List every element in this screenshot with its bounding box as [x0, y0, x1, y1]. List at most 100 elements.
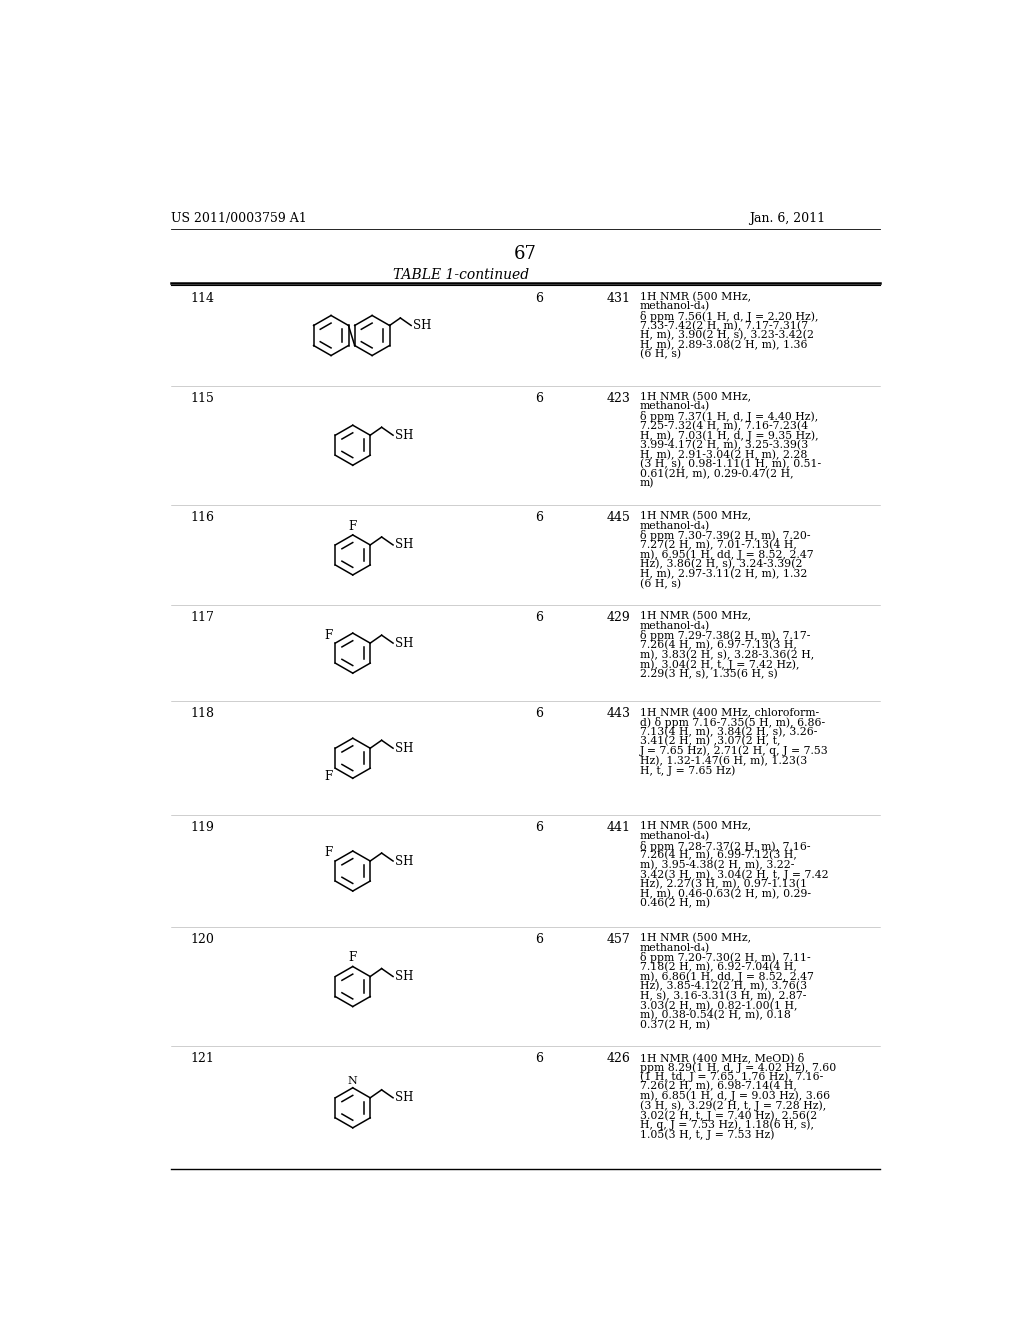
Text: 7.26(4 H, m), 6.97-7.13(3 H,: 7.26(4 H, m), 6.97-7.13(3 H,	[640, 640, 797, 651]
Text: methanol-d₄): methanol-d₄)	[640, 520, 710, 531]
Text: SH: SH	[395, 539, 414, 552]
Text: H, m), 0.46-0.63(2 H, m), 0.29-: H, m), 0.46-0.63(2 H, m), 0.29-	[640, 888, 811, 899]
Text: N: N	[348, 1076, 357, 1086]
Text: 6: 6	[535, 708, 543, 721]
Text: Hz), 2.27(3 H, m), 0.97-1.13(1: Hz), 2.27(3 H, m), 0.97-1.13(1	[640, 879, 807, 890]
Text: 67: 67	[513, 244, 537, 263]
Text: m): m)	[640, 478, 654, 488]
Text: H, s), 3.16-3.31(3 H, m), 2.87-: H, s), 3.16-3.31(3 H, m), 2.87-	[640, 991, 806, 1001]
Text: 1H NMR (500 MHz,: 1H NMR (500 MHz,	[640, 292, 751, 302]
Text: 0.46(2 H, m): 0.46(2 H, m)	[640, 899, 710, 908]
Text: (6 H, s): (6 H, s)	[640, 578, 681, 589]
Text: 114: 114	[190, 292, 215, 305]
Text: 6: 6	[535, 933, 543, 946]
Text: 3.41(2 H, m) ,3.07(2 H, t,: 3.41(2 H, m) ,3.07(2 H, t,	[640, 737, 780, 747]
Text: SH: SH	[395, 1092, 414, 1105]
Text: 117: 117	[190, 611, 215, 624]
Text: SH: SH	[395, 429, 414, 442]
Text: US 2011/0003759 A1: US 2011/0003759 A1	[171, 213, 306, 226]
Text: 6: 6	[535, 392, 543, 405]
Text: m), 3.04(2 H, t, J = 7.42 Hz),: m), 3.04(2 H, t, J = 7.42 Hz),	[640, 659, 799, 669]
Text: 457: 457	[607, 933, 631, 946]
Text: J = 7.65 Hz), 2.71(2 H, q, J = 7.53: J = 7.65 Hz), 2.71(2 H, q, J = 7.53	[640, 746, 828, 756]
Text: 3.03(2 H, m), 0.82-1.00(1 H,: 3.03(2 H, m), 0.82-1.00(1 H,	[640, 1001, 797, 1011]
Text: 6: 6	[535, 821, 543, 834]
Text: 115: 115	[190, 392, 215, 405]
Text: m), 3.95-4.38(2 H, m), 3.22-: m), 3.95-4.38(2 H, m), 3.22-	[640, 859, 794, 870]
Text: 6: 6	[535, 1052, 543, 1065]
Text: 6: 6	[535, 611, 543, 624]
Text: 7.33-7.42(2 H, m), 7.17-7.31(7: 7.33-7.42(2 H, m), 7.17-7.31(7	[640, 321, 808, 331]
Text: (6 H, s): (6 H, s)	[640, 350, 681, 360]
Text: 431: 431	[607, 292, 631, 305]
Text: H, t, J = 7.65 Hz): H, t, J = 7.65 Hz)	[640, 766, 735, 776]
Text: 3.02(2 H, t, J = 7.40 Hz), 2.56(2: 3.02(2 H, t, J = 7.40 Hz), 2.56(2	[640, 1110, 817, 1121]
Text: m), 6.95(1 H, dd, J = 8.52, 2.47: m), 6.95(1 H, dd, J = 8.52, 2.47	[640, 549, 813, 560]
Text: m), 0.38-0.54(2 H, m), 0.18: m), 0.38-0.54(2 H, m), 0.18	[640, 1010, 791, 1020]
Text: methanol-d₄): methanol-d₄)	[640, 401, 710, 412]
Text: m), 3.83(2 H, s), 3.28-3.36(2 H,: m), 3.83(2 H, s), 3.28-3.36(2 H,	[640, 649, 814, 660]
Text: δ ppm 7.29-7.38(2 H, m), 7.17-: δ ppm 7.29-7.38(2 H, m), 7.17-	[640, 631, 810, 642]
Text: ppm 8.29(1 H, d, J = 4.02 Hz), 7.60: ppm 8.29(1 H, d, J = 4.02 Hz), 7.60	[640, 1063, 836, 1073]
Text: 1H NMR (400 MHz, MeOD) δ: 1H NMR (400 MHz, MeOD) δ	[640, 1052, 804, 1063]
Text: m), 6.85(1 H, d, J = 9.03 Hz), 3.66: m), 6.85(1 H, d, J = 9.03 Hz), 3.66	[640, 1090, 829, 1101]
Text: SH: SH	[395, 854, 414, 867]
Text: H, m), 3.90(2 H, s), 3.23-3.42(2: H, m), 3.90(2 H, s), 3.23-3.42(2	[640, 330, 813, 341]
Text: H, q, J = 7.53 Hz), 1.18(6 H, s),: H, q, J = 7.53 Hz), 1.18(6 H, s),	[640, 1119, 813, 1130]
Text: 119: 119	[190, 821, 215, 834]
Text: 7.18(2 H, m), 6.92-7.04(4 H,: 7.18(2 H, m), 6.92-7.04(4 H,	[640, 962, 797, 973]
Text: δ ppm 7.56(1 H, d, J = 2.20 Hz),: δ ppm 7.56(1 H, d, J = 2.20 Hz),	[640, 312, 818, 322]
Text: (3 H, s), 3.29(2 H, t, J = 7.28 Hz),: (3 H, s), 3.29(2 H, t, J = 7.28 Hz),	[640, 1101, 825, 1111]
Text: SH: SH	[395, 636, 414, 649]
Text: (1 H, td, J = 7.65, 1.76 Hz), 7.16-: (1 H, td, J = 7.65, 1.76 Hz), 7.16-	[640, 1072, 822, 1082]
Text: δ ppm 7.28-7.37(2 H, m), 7.16-: δ ppm 7.28-7.37(2 H, m), 7.16-	[640, 841, 810, 851]
Text: F: F	[325, 628, 333, 642]
Text: methanol-d₄): methanol-d₄)	[640, 301, 710, 312]
Text: H, m), 2.91-3.04(2 H, m), 2.28: H, m), 2.91-3.04(2 H, m), 2.28	[640, 449, 807, 459]
Text: 445: 445	[607, 511, 631, 524]
Text: 429: 429	[607, 611, 631, 624]
Text: 7.25-7.32(4 H, m), 7.16-7.23(4: 7.25-7.32(4 H, m), 7.16-7.23(4	[640, 421, 808, 430]
Text: (3 H, s), 0.98-1.11(1 H, m), 0.51-: (3 H, s), 0.98-1.11(1 H, m), 0.51-	[640, 459, 820, 470]
Text: 7.26(2 H, m), 6.98-7.14(4 H,: 7.26(2 H, m), 6.98-7.14(4 H,	[640, 1081, 797, 1092]
Text: 2.29(3 H, s), 1.35(6 H, s): 2.29(3 H, s), 1.35(6 H, s)	[640, 669, 777, 680]
Text: SH: SH	[395, 742, 414, 755]
Text: 116: 116	[190, 511, 215, 524]
Text: 1H NMR (500 MHz,: 1H NMR (500 MHz,	[640, 511, 751, 521]
Text: SH: SH	[414, 319, 432, 333]
Text: TABLE 1-continued: TABLE 1-continued	[393, 268, 529, 281]
Text: m), 6.86(1 H, dd, J = 8.52, 2.47: m), 6.86(1 H, dd, J = 8.52, 2.47	[640, 972, 813, 982]
Text: 118: 118	[190, 708, 215, 721]
Text: 1H NMR (500 MHz,: 1H NMR (500 MHz,	[640, 933, 751, 944]
Text: d) δ ppm 7.16-7.35(5 H, m), 6.86-: d) δ ppm 7.16-7.35(5 H, m), 6.86-	[640, 717, 824, 729]
Text: H, m), 2.97-3.11(2 H, m), 1.32: H, m), 2.97-3.11(2 H, m), 1.32	[640, 569, 807, 579]
Text: 0.37(2 H, m): 0.37(2 H, m)	[640, 1019, 710, 1030]
Text: δ ppm 7.20-7.30(2 H, m), 7.11-: δ ppm 7.20-7.30(2 H, m), 7.11-	[640, 952, 810, 964]
Text: 423: 423	[607, 392, 631, 405]
Text: 6: 6	[535, 511, 543, 524]
Text: 1.05(3 H, t, J = 7.53 Hz): 1.05(3 H, t, J = 7.53 Hz)	[640, 1130, 774, 1140]
Text: 0.61(2H, m), 0.29-0.47(2 H,: 0.61(2H, m), 0.29-0.47(2 H,	[640, 469, 794, 479]
Text: Hz), 3.85-4.12(2 H, m), 3.76(3: Hz), 3.85-4.12(2 H, m), 3.76(3	[640, 981, 807, 991]
Text: F: F	[325, 846, 333, 859]
Text: F: F	[325, 770, 333, 783]
Text: F: F	[348, 520, 357, 533]
Text: H, m), 7.03(1 H, d, J = 9.35 Hz),: H, m), 7.03(1 H, d, J = 9.35 Hz),	[640, 430, 818, 441]
Text: 6: 6	[535, 292, 543, 305]
Text: Jan. 6, 2011: Jan. 6, 2011	[750, 213, 825, 226]
Text: 443: 443	[607, 708, 631, 721]
Text: 121: 121	[190, 1052, 215, 1065]
Text: δ ppm 7.30-7.39(2 H, m), 7.20-: δ ppm 7.30-7.39(2 H, m), 7.20-	[640, 531, 810, 541]
Text: 1H NMR (500 MHz,: 1H NMR (500 MHz,	[640, 611, 751, 622]
Text: SH: SH	[395, 970, 414, 983]
Text: 441: 441	[607, 821, 631, 834]
Text: 426: 426	[607, 1052, 631, 1065]
Text: methanol-d₄): methanol-d₄)	[640, 620, 710, 631]
Text: δ ppm 7.37(1 H, d, J = 4.40 Hz),: δ ppm 7.37(1 H, d, J = 4.40 Hz),	[640, 411, 818, 422]
Text: Hz), 1.32-1.47(6 H, m), 1.23(3: Hz), 1.32-1.47(6 H, m), 1.23(3	[640, 755, 807, 766]
Text: 7.26(4 H, m), 6.99-7.12(3 H,: 7.26(4 H, m), 6.99-7.12(3 H,	[640, 850, 797, 861]
Text: 1H NMR (400 MHz, chloroform-: 1H NMR (400 MHz, chloroform-	[640, 708, 818, 718]
Text: 3.99-4.17(2 H, m), 3.25-3.39(3: 3.99-4.17(2 H, m), 3.25-3.39(3	[640, 440, 808, 450]
Text: 7.27(2 H, m), 7.01-7.13(4 H,: 7.27(2 H, m), 7.01-7.13(4 H,	[640, 540, 797, 550]
Text: F: F	[348, 952, 357, 964]
